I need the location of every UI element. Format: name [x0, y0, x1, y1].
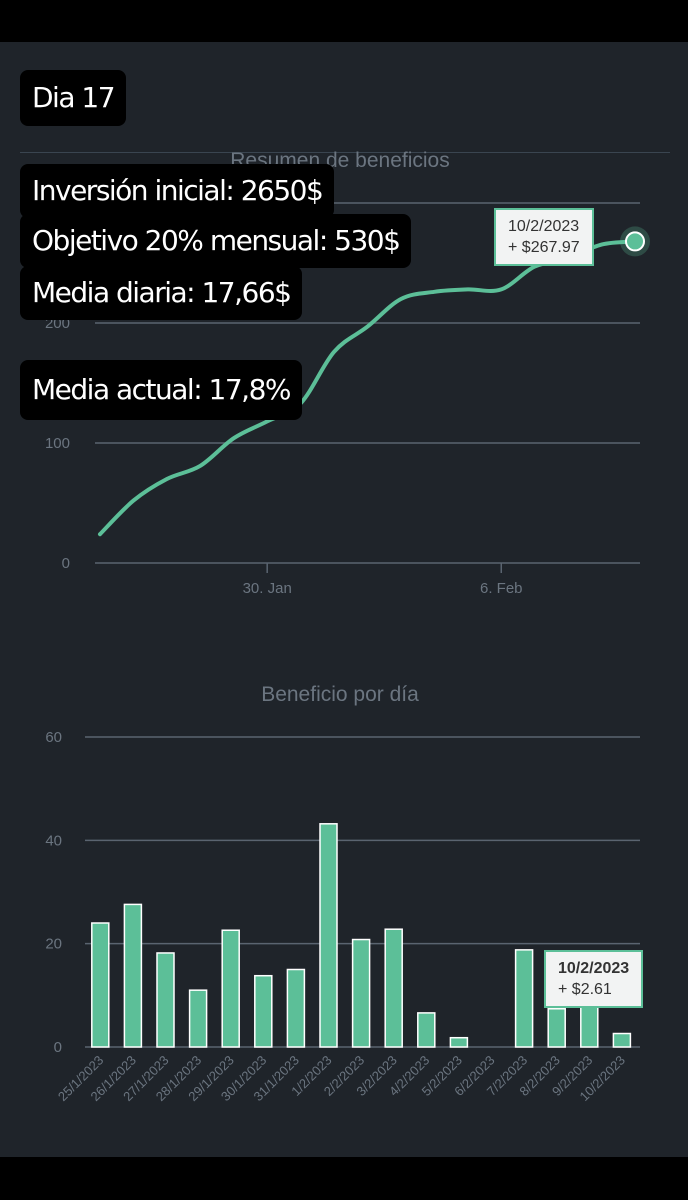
line-point-highlight: [625, 231, 645, 252]
bar-29-1-2023: [221, 929, 240, 1048]
line-tooltip-value: + $267.97: [508, 239, 580, 256]
bar-27-1-2023: [156, 952, 175, 1048]
initial-investment-label: Inversión inicial: 2650$: [20, 164, 335, 218]
line-chart-x-tick: 6. Feb: [480, 580, 523, 597]
bar-chart-y-tick: 20: [45, 936, 62, 953]
bar-5-2-2023: [449, 1036, 469, 1048]
day-label: Dia 17: [20, 70, 127, 126]
line-tooltip-date: 10/2/2023: [508, 218, 580, 235]
line-chart-y-tick: 100: [45, 435, 70, 452]
bar-25-1-2023: [91, 922, 110, 1048]
line-chart-x-tick: 30. Jan: [243, 580, 292, 597]
bar-tooltip-value: + $2.61: [558, 981, 612, 998]
daily-average-label: Media diaria: 17,66$: [20, 266, 303, 320]
bar-31-1-2023: [286, 968, 306, 1048]
bar-chart-title: Beneficio por día: [261, 683, 419, 706]
panel-divider: [20, 152, 670, 153]
bar-chart-y-tick: 0: [54, 1039, 62, 1056]
objective-label: Objetivo 20% mensual: 530$: [20, 214, 412, 268]
bar-1-2-2023: [319, 823, 338, 1048]
bar-28-1-2023: [188, 989, 208, 1048]
bar-4-2-2023: [417, 1012, 436, 1048]
line-tooltip: 10/2/2023 + $267.97: [494, 208, 594, 266]
bar-3-2-2023: [384, 928, 403, 1048]
bar-8-2-2023: [547, 1008, 566, 1048]
bar-tooltip-date: 10/2/2023: [558, 960, 630, 977]
line-chart-y-tick: 0: [62, 555, 70, 572]
bar-chart-y-tick: 60: [45, 729, 62, 746]
bar-2-2-2023: [351, 938, 371, 1048]
current-average-label: Media actual: 17,8%: [20, 360, 302, 420]
bar-7-2-2023: [514, 949, 534, 1048]
bar-30-1-2023: [254, 974, 273, 1048]
bar-tooltip: 10/2/2023 + $2.61: [544, 950, 644, 1008]
bar-10-2-2023: [612, 1032, 632, 1048]
bar-chart-y-tick: 40: [45, 832, 62, 849]
bar-26-1-2023: [123, 903, 143, 1048]
